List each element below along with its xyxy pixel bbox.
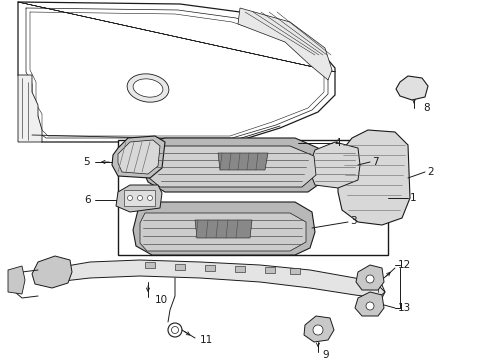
Text: 12: 12 — [398, 260, 411, 270]
Text: 7: 7 — [372, 157, 379, 167]
Ellipse shape — [133, 79, 163, 97]
Polygon shape — [265, 267, 275, 273]
Polygon shape — [116, 185, 162, 212]
Polygon shape — [8, 266, 25, 294]
Text: 6: 6 — [85, 195, 91, 205]
Polygon shape — [32, 256, 72, 288]
Circle shape — [168, 323, 182, 337]
Polygon shape — [112, 136, 165, 178]
Polygon shape — [148, 146, 316, 187]
Polygon shape — [124, 190, 155, 206]
Polygon shape — [140, 213, 306, 251]
Polygon shape — [195, 220, 252, 238]
Polygon shape — [55, 260, 385, 298]
Polygon shape — [290, 268, 300, 274]
Circle shape — [172, 327, 178, 333]
Circle shape — [147, 195, 152, 201]
Text: 4: 4 — [334, 138, 341, 148]
Text: 1: 1 — [410, 193, 416, 203]
Circle shape — [127, 195, 132, 201]
Polygon shape — [218, 153, 268, 170]
Text: 8: 8 — [423, 103, 430, 113]
Text: 10: 10 — [155, 295, 168, 305]
Polygon shape — [355, 292, 384, 316]
Polygon shape — [310, 142, 360, 188]
Polygon shape — [238, 8, 332, 80]
Ellipse shape — [127, 74, 169, 102]
Circle shape — [313, 325, 323, 335]
Polygon shape — [133, 202, 315, 255]
Polygon shape — [235, 266, 245, 272]
Polygon shape — [18, 75, 42, 142]
Text: 13: 13 — [398, 303, 411, 313]
Circle shape — [366, 275, 374, 283]
Polygon shape — [338, 130, 410, 225]
Polygon shape — [145, 262, 155, 269]
Text: 9: 9 — [322, 350, 329, 360]
Circle shape — [366, 302, 374, 310]
Polygon shape — [142, 138, 325, 192]
Text: 2: 2 — [427, 167, 434, 177]
Polygon shape — [118, 140, 160, 174]
Text: 5: 5 — [83, 157, 89, 167]
Polygon shape — [205, 265, 215, 271]
Text: 3: 3 — [350, 216, 357, 226]
Circle shape — [138, 195, 143, 201]
Polygon shape — [18, 2, 335, 142]
Polygon shape — [356, 265, 384, 290]
Text: 11: 11 — [200, 335, 213, 345]
Polygon shape — [118, 140, 388, 255]
Polygon shape — [175, 264, 185, 270]
Polygon shape — [396, 76, 428, 100]
Polygon shape — [304, 316, 334, 342]
